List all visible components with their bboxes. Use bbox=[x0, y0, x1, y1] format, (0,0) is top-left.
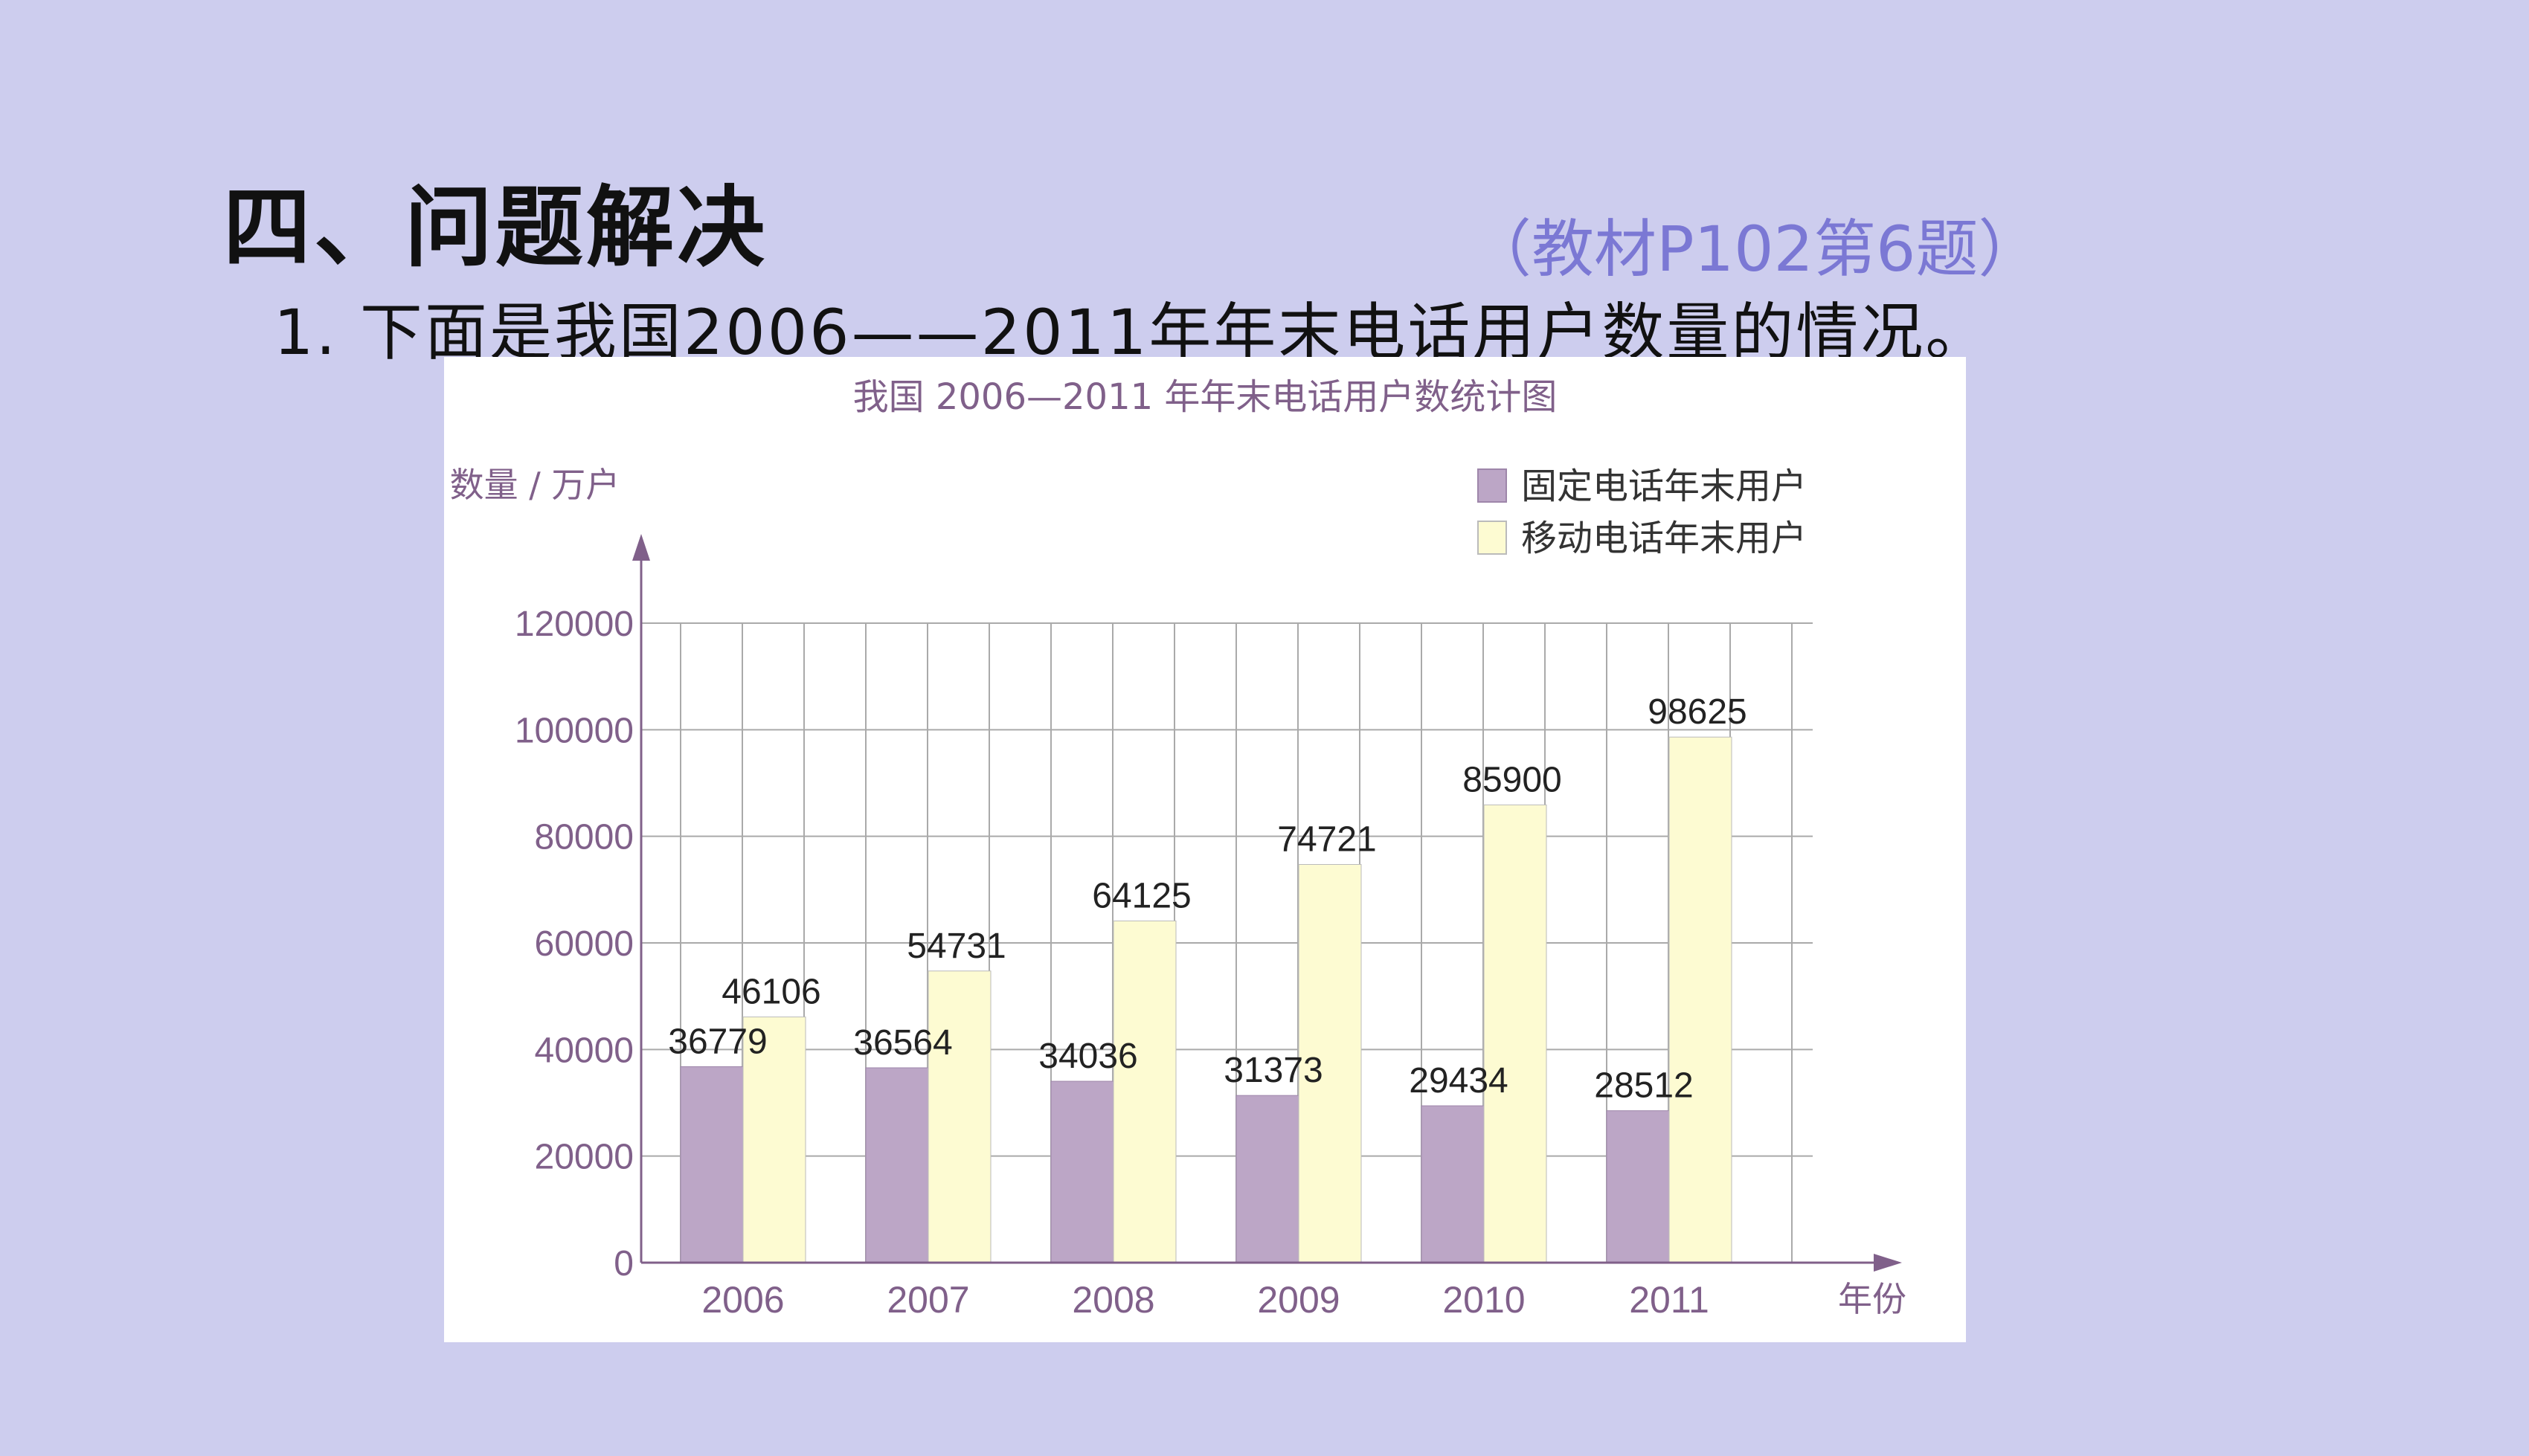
x-tick-label-2008: 2008 bbox=[1072, 1279, 1154, 1321]
legend-label-mobile: 移动电话年末用户 bbox=[1521, 518, 1807, 559]
bar-mobile-2011 bbox=[1668, 736, 1732, 1263]
data-label-fixed-2011: 28512 bbox=[1594, 1066, 1693, 1106]
tick-labels: 0 20000 40000 60000 80000 100000 120000 2006 200… bbox=[515, 605, 1709, 1321]
data-label-mobile-2010: 85900 bbox=[1462, 760, 1561, 799]
x-tick-label-2007: 2007 bbox=[887, 1279, 969, 1321]
data-label-fixed-2006: 36779 bbox=[668, 1022, 767, 1061]
chart-card: 我国 2006—2011 年年末电话用户数统计图 数量 / 万户 年份 3677… bbox=[444, 357, 1966, 1342]
question-text: 1. 下面是我国2006——2011年年末电话用户数量的情况。 bbox=[274, 296, 1990, 369]
data-label-mobile-2009: 74721 bbox=[1277, 819, 1376, 859]
x-axis-label: 年份 bbox=[1838, 1279, 1906, 1319]
data-label-fixed-2008: 34036 bbox=[1038, 1037, 1137, 1076]
y-tick-label: 120000 bbox=[515, 605, 634, 644]
legend-swatch-mobile bbox=[1477, 521, 1507, 555]
bar-mobile-2009 bbox=[1298, 863, 1362, 1263]
bar-fixed-2007 bbox=[865, 1067, 929, 1263]
chart-title: 我国 2006—2011 年年末电话用户数统计图 bbox=[853, 376, 1558, 418]
y-tick-label: 0 bbox=[614, 1244, 634, 1283]
y-tick-label: 80000 bbox=[535, 818, 634, 857]
data-label-fixed-2010: 29434 bbox=[1409, 1061, 1508, 1101]
bar-fixed-2008 bbox=[1050, 1080, 1114, 1263]
x-axis-arrow bbox=[1874, 1254, 1902, 1272]
bar-mobile-2008 bbox=[1113, 920, 1177, 1263]
y-tick-label: 20000 bbox=[535, 1138, 634, 1177]
bar-fixed-2006 bbox=[680, 1066, 744, 1263]
bar-fixed-2009 bbox=[1235, 1095, 1299, 1263]
bar-chart: 我国 2006—2011 年年末电话用户数统计图 数量 / 万户 年份 3677… bbox=[450, 376, 1906, 1321]
bar-mobile-2006 bbox=[742, 1017, 806, 1263]
y-tick-label: 40000 bbox=[535, 1031, 634, 1070]
data-label-fixed-2009: 31373 bbox=[1224, 1051, 1323, 1090]
y-axis-label: 数量 / 万户 bbox=[450, 465, 620, 505]
bar-fixed-2010 bbox=[1421, 1105, 1485, 1263]
y-tick-label: 60000 bbox=[535, 924, 634, 964]
section-title: 四、问题解决 bbox=[223, 176, 768, 279]
source-note: （教材P102第6题） bbox=[1469, 213, 2041, 286]
data-label-mobile-2007: 54731 bbox=[907, 927, 1006, 966]
x-tick-label-2009: 2009 bbox=[1257, 1279, 1340, 1321]
y-axis-arrow bbox=[632, 534, 650, 561]
bar-mobile-2010 bbox=[1483, 804, 1547, 1263]
data-label-mobile-2006: 46106 bbox=[722, 973, 820, 1012]
bar-fixed-2011 bbox=[1606, 1110, 1670, 1263]
x-tick-label-2006: 2006 bbox=[701, 1279, 784, 1321]
data-label-mobile-2008: 64125 bbox=[1092, 876, 1191, 915]
data-label-mobile-2011: 98625 bbox=[1648, 692, 1746, 732]
legend-swatch-fixed bbox=[1477, 468, 1507, 503]
axes bbox=[632, 534, 1902, 1272]
data-label-fixed-2007: 36564 bbox=[853, 1023, 952, 1063]
bars bbox=[680, 736, 1732, 1263]
x-tick-label-2010: 2010 bbox=[1442, 1279, 1525, 1321]
legend-label-fixed: 固定电话年末用户 bbox=[1521, 466, 1807, 507]
x-tick-label-2011: 2011 bbox=[1629, 1279, 1709, 1321]
y-tick-label: 100000 bbox=[515, 711, 634, 750]
bar-mobile-2007 bbox=[928, 970, 992, 1263]
data-labels: 36779 46106 36564 54731 34036 64125 31373 74721… bbox=[668, 692, 1746, 1105]
